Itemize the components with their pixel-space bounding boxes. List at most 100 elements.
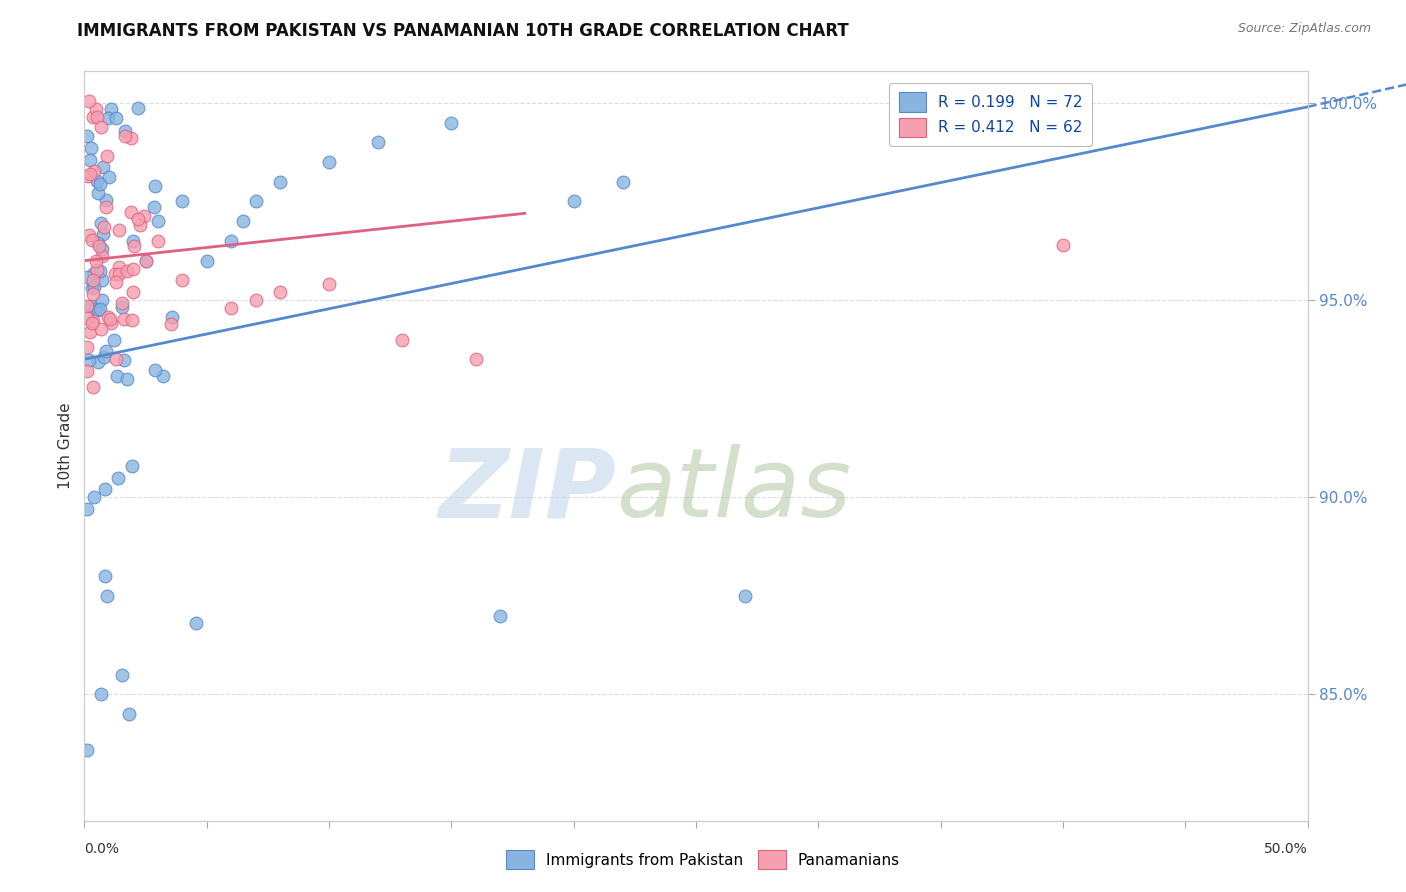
Point — [90, 216, 112, 230]
Point — [142, 200, 165, 214]
Point — [219, 301, 242, 315]
Point — [104, 352, 127, 367]
Point — [83, 266, 105, 280]
Legend: Immigrants from Pakistan, Panamanians: Immigrants from Pakistan, Panamanians — [501, 844, 905, 875]
Point — [94, 200, 117, 214]
Text: Source: ZipAtlas.com: Source: ZipAtlas.com — [1237, 22, 1371, 36]
Point — [93, 219, 115, 234]
Point — [122, 234, 145, 248]
Point — [76, 310, 98, 325]
Point — [76, 299, 98, 313]
Point — [89, 302, 111, 317]
Point — [89, 238, 111, 252]
Point — [111, 300, 134, 314]
Point — [122, 285, 145, 299]
Point — [84, 301, 107, 316]
Point — [90, 688, 112, 702]
Point — [108, 267, 131, 281]
Point — [77, 353, 100, 368]
Point — [219, 234, 242, 248]
Point — [318, 155, 340, 169]
Point — [269, 285, 291, 300]
Point — [112, 311, 135, 326]
Point — [91, 293, 114, 308]
Point — [76, 270, 98, 285]
Point — [245, 293, 267, 307]
Point — [76, 502, 98, 516]
Point — [96, 149, 118, 163]
Point — [77, 227, 100, 242]
Point — [134, 209, 156, 223]
Point — [122, 261, 145, 276]
Point — [152, 369, 174, 384]
Point — [80, 316, 103, 330]
Point — [76, 742, 98, 756]
Point — [91, 249, 114, 263]
Point — [245, 194, 267, 209]
Point — [159, 317, 181, 331]
Point — [103, 333, 125, 347]
Point — [121, 312, 143, 326]
Point — [489, 608, 512, 623]
Point — [93, 227, 115, 242]
Point — [143, 178, 166, 193]
Point — [162, 310, 184, 324]
Point — [117, 372, 139, 386]
Point — [79, 153, 101, 167]
Point — [84, 102, 107, 116]
Point — [87, 235, 110, 250]
Point — [318, 277, 340, 292]
Point — [97, 310, 120, 325]
Point — [87, 302, 110, 317]
Point — [104, 111, 127, 125]
Point — [135, 253, 157, 268]
Text: IMMIGRANTS FROM PAKISTAN VS PANAMANIAN 10TH GRADE CORRELATION CHART: IMMIGRANTS FROM PAKISTAN VS PANAMANIAN 1… — [77, 22, 849, 40]
Point — [120, 130, 142, 145]
Point — [111, 667, 134, 681]
Point — [111, 296, 134, 310]
Point — [89, 177, 111, 191]
Point — [94, 343, 117, 358]
Point — [135, 253, 157, 268]
Point — [127, 211, 149, 226]
Point — [86, 263, 108, 277]
Point — [91, 273, 114, 287]
Point — [114, 124, 136, 138]
Point — [118, 707, 141, 722]
Point — [97, 112, 120, 126]
Point — [105, 275, 128, 289]
Point — [90, 120, 112, 135]
Point — [391, 333, 413, 347]
Point — [100, 316, 122, 330]
Point — [82, 314, 104, 328]
Point — [76, 340, 98, 354]
Point — [77, 95, 100, 109]
Point — [80, 281, 103, 295]
Point — [104, 267, 127, 281]
Point — [82, 287, 104, 301]
Point — [87, 186, 110, 200]
Point — [98, 169, 121, 184]
Point — [82, 273, 104, 287]
Point — [1002, 100, 1025, 114]
Point — [612, 175, 634, 189]
Point — [94, 569, 117, 583]
Point — [94, 193, 117, 207]
Point — [76, 169, 98, 183]
Point — [86, 110, 108, 124]
Point — [83, 280, 105, 294]
Point — [440, 115, 463, 129]
Point — [367, 136, 389, 150]
Point — [91, 242, 114, 256]
Point — [172, 194, 194, 209]
Point — [232, 214, 254, 228]
Point — [90, 322, 112, 336]
Point — [146, 214, 169, 228]
Point — [86, 253, 108, 268]
Point — [143, 363, 166, 377]
Point — [108, 223, 131, 237]
Point — [80, 233, 103, 247]
Point — [89, 264, 111, 278]
Point — [83, 490, 105, 504]
Point — [195, 253, 218, 268]
